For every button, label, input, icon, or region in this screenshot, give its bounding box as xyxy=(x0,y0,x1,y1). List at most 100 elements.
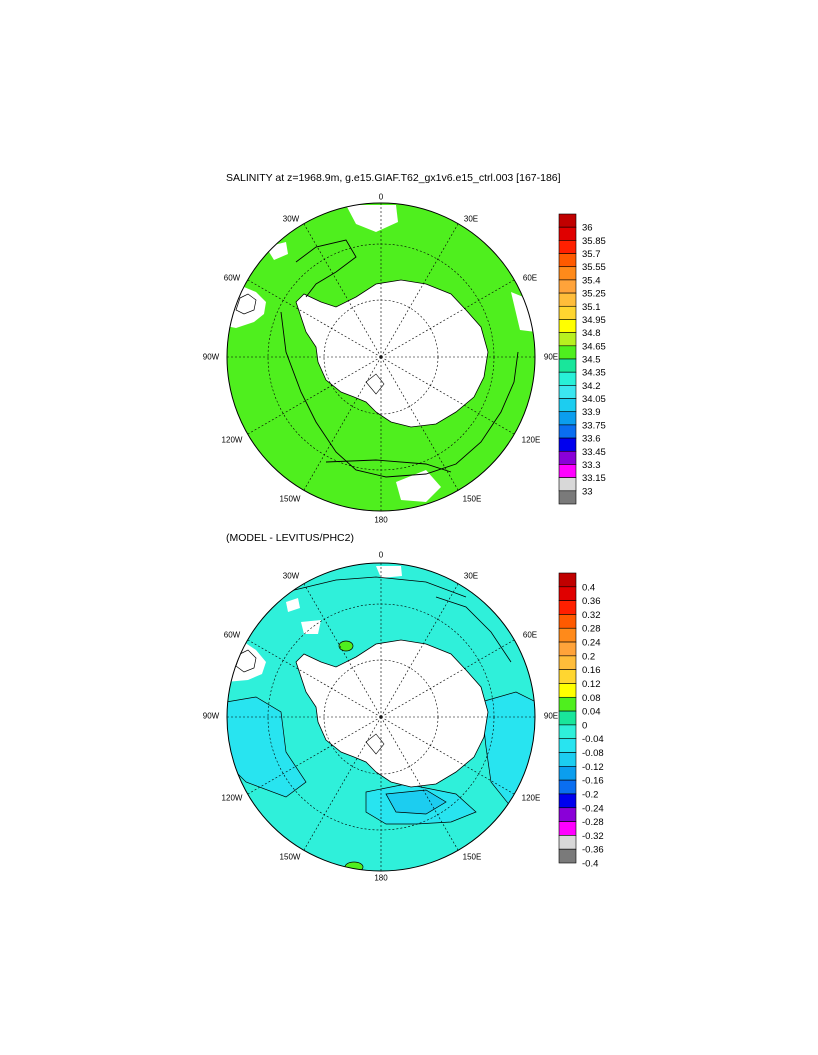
colorbar-swatch xyxy=(558,305,577,320)
colorbar-swatch xyxy=(558,669,577,684)
colorbar-swatch xyxy=(558,477,577,492)
lon-label-120e: 120E xyxy=(521,435,541,445)
colorbar-swatch xyxy=(558,572,577,588)
difference-colorbar: 0.4 0.36 0.32 0.28 0.24 0.2 0.16 0.12 0.08 0.04 0 -… xyxy=(558,572,604,870)
colorbar-swatch xyxy=(558,724,577,740)
colorbar-level-label: 0 xyxy=(582,720,587,731)
colorbar-level-label: -0.04 xyxy=(582,734,604,745)
colorbar-level-label: -0.36 xyxy=(582,845,604,856)
colorbar-level-label: -0.16 xyxy=(582,776,604,787)
colorbar-swatch xyxy=(558,710,577,726)
colorbar-swatch xyxy=(558,586,577,601)
lon-label-120e: 120E xyxy=(521,793,541,803)
lon-label-90w: 90W xyxy=(202,711,220,721)
salinity-polar-map xyxy=(226,202,536,512)
colorbar-level-label: 0.24 xyxy=(582,638,601,649)
colorbar-swatch xyxy=(558,683,577,698)
colorbar-level-label: 34.2 xyxy=(582,381,601,392)
colorbar-swatch xyxy=(558,450,577,465)
colorbar-level-label: 0.08 xyxy=(582,693,601,704)
colorbar-swatch xyxy=(558,600,577,615)
colorbar-swatch xyxy=(558,279,577,294)
colorbar-level-label: 0.12 xyxy=(582,679,601,690)
colorbar-swatch xyxy=(558,213,577,228)
colorbar-level-label: 34.8 xyxy=(582,328,601,339)
colorbar-level-label: -0.2 xyxy=(582,789,598,800)
colorbar-level-label: -0.4 xyxy=(582,859,598,870)
salinity-difference-polar-map xyxy=(226,562,536,872)
colorbar-swatch xyxy=(558,345,577,360)
colorbar-level-label: 0.32 xyxy=(582,610,601,621)
colorbar-level-label: 0.04 xyxy=(582,707,601,718)
colorbar-swatch xyxy=(558,614,577,629)
colorbar-swatch xyxy=(558,424,577,439)
colorbar-level-label: 36 xyxy=(582,223,593,234)
colorbar-level-label: -0.08 xyxy=(582,748,604,759)
colorbar-level-label: 0.2 xyxy=(582,651,595,662)
colorbar-swatch xyxy=(558,655,577,670)
colorbar-swatch xyxy=(558,358,577,373)
colorbar-level-label: 35.1 xyxy=(582,302,601,313)
colorbar-swatch xyxy=(558,398,577,413)
colorbar-level-label: 33.15 xyxy=(582,473,606,484)
colorbar-level-label: 34.35 xyxy=(582,368,606,379)
colorbar-swatch xyxy=(558,437,577,452)
colorbar-swatch xyxy=(558,319,577,333)
lon-label-30e: 30E xyxy=(463,214,479,224)
colorbar-level-label: 33.3 xyxy=(582,460,601,471)
lon-label-90e: 90E xyxy=(543,352,559,362)
lon-label-90w: 90W xyxy=(202,352,220,362)
lon-label-120w: 120W xyxy=(221,793,243,803)
colorbar-swatch xyxy=(558,821,577,836)
lon-label-150e: 150E xyxy=(462,852,482,862)
colorbar-level-label: 33.6 xyxy=(582,434,601,445)
colorbar-swatch xyxy=(558,240,577,254)
colorbar-swatch xyxy=(558,848,577,864)
colorbar-level-label: 35.85 xyxy=(582,236,606,247)
lon-label-150e: 150E xyxy=(462,494,482,504)
colorbar-level-label: -0.32 xyxy=(582,831,604,842)
colorbar-swatch xyxy=(558,490,577,505)
colorbar-level-label: 33.75 xyxy=(582,420,606,431)
colorbar-swatch xyxy=(558,385,577,399)
lon-label-150w: 150W xyxy=(279,852,301,862)
colorbar-level-label: 34.65 xyxy=(582,341,606,352)
colorbar-swatch xyxy=(558,641,577,657)
colorbar-level-label: -0.28 xyxy=(582,817,604,828)
lon-label-30e: 30E xyxy=(463,571,479,581)
colorbar-swatch xyxy=(558,253,577,268)
colorbar-swatch xyxy=(558,292,577,307)
lon-label-60e: 60E xyxy=(522,630,538,640)
colorbar-swatch xyxy=(558,835,577,850)
lon-label-0: 0 xyxy=(378,550,384,560)
colorbar-swatch xyxy=(558,779,577,795)
panel-title: SALINITY at z=1968.9m, g.e15.GIAF.T62_gx… xyxy=(226,172,561,184)
colorbar-level-label: 35.4 xyxy=(582,275,601,286)
antarctica-landmass xyxy=(295,639,489,788)
colorbar-level-label: 34.5 xyxy=(582,355,601,366)
lon-label-120w: 120W xyxy=(221,435,243,445)
map-boundary xyxy=(226,202,536,512)
lon-label-30w: 30W xyxy=(282,571,300,581)
colorbar-level-label: 33.9 xyxy=(582,407,601,418)
colorbar-level-label: 0.36 xyxy=(582,596,601,607)
lon-label-180: 180 xyxy=(374,515,388,525)
colorbar-swatch xyxy=(558,464,577,478)
colorbar-level-label: 0.28 xyxy=(582,624,601,635)
colorbar-swatch xyxy=(558,807,577,822)
colorbar-swatch xyxy=(558,766,577,781)
colorbar-swatch xyxy=(558,752,577,767)
colorbar-level-label: 34.05 xyxy=(582,394,606,405)
colorbar-swatch xyxy=(558,793,577,809)
colorbar-swatch xyxy=(558,627,577,643)
antarctica-landmass xyxy=(295,279,489,428)
colorbar-level-label: 33.45 xyxy=(582,447,606,458)
lon-label-150w: 150W xyxy=(279,494,301,504)
colorbar-level-label: -0.24 xyxy=(582,803,604,814)
lon-label-60w: 60W xyxy=(223,630,241,640)
lon-label-0: 0 xyxy=(378,192,384,202)
colorbar-swatch xyxy=(558,332,577,347)
colorbar-level-label: 0.4 xyxy=(582,582,595,593)
colorbar-swatch xyxy=(558,411,577,426)
lon-label-180: 180 xyxy=(374,873,388,883)
